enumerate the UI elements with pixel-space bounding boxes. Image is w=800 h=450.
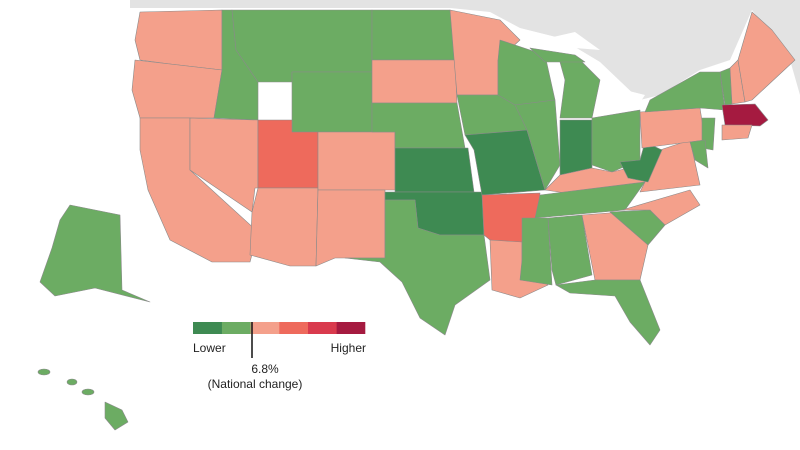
state [619,141,663,183]
legend-swatch [279,322,308,334]
legend-swatch [250,322,280,334]
legend-swatch [193,322,222,334]
state [344,199,491,336]
state [559,59,601,119]
state [547,214,593,286]
state [131,59,223,119]
state [559,119,593,176]
state [291,71,373,133]
national-value: 6.8% [251,362,279,376]
national-caption: (National change) [208,377,303,391]
legend-swatch [307,322,337,334]
state [371,9,456,61]
state [394,147,475,193]
state [721,124,753,141]
state [249,187,319,267]
legend-swatch [336,322,366,334]
state [371,59,458,104]
states [37,9,796,431]
state [315,189,386,267]
legend-low-label: Lower [193,341,226,355]
state [231,9,373,83]
state [519,217,553,286]
state [464,129,546,196]
state [721,103,769,127]
legend-high-label: Higher [331,341,366,355]
state [497,39,556,106]
state [555,279,661,346]
state [529,47,586,63]
state [737,11,796,103]
state [37,368,129,431]
background [130,0,800,110]
state [514,99,561,191]
state [39,204,151,303]
state [689,139,709,169]
legend-swatch [221,322,251,334]
legend: Lower Higher 6.8% (National change) [193,322,366,391]
state [134,9,223,71]
state [317,131,396,191]
state [621,189,701,226]
